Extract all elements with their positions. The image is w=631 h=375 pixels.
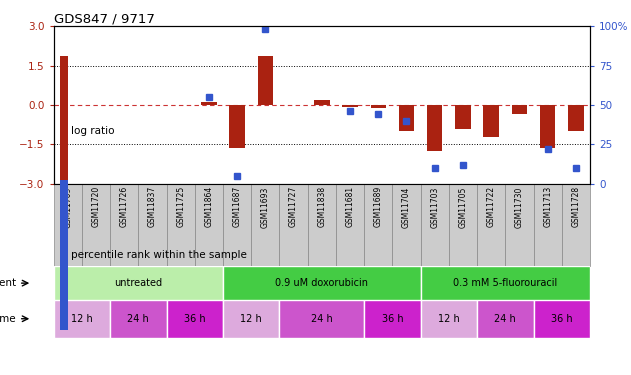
Text: GSM11726: GSM11726: [120, 186, 129, 228]
Bar: [308, 184, 336, 266]
Bar: [195, 184, 223, 266]
Text: GDS847 / 9717: GDS847 / 9717: [54, 12, 155, 25]
Bar: [54, 266, 223, 300]
Bar: [223, 266, 421, 300]
Bar: [54, 184, 82, 266]
Text: percentile rank within the sample: percentile rank within the sample: [71, 250, 247, 260]
Bar: [534, 184, 562, 266]
Text: 36 h: 36 h: [551, 314, 572, 324]
Text: GSM11689: GSM11689: [374, 186, 383, 228]
Text: GSM11681: GSM11681: [346, 186, 355, 227]
Bar: [223, 184, 251, 266]
Bar: [223, 300, 280, 338]
Text: GSM11725: GSM11725: [176, 186, 185, 228]
Text: 0.3 mM 5-fluorouracil: 0.3 mM 5-fluorouracil: [453, 278, 557, 288]
Text: 12 h: 12 h: [438, 314, 460, 324]
Bar: [421, 300, 477, 338]
Bar: [421, 266, 590, 300]
Bar: [336, 184, 364, 266]
Text: log ratio: log ratio: [71, 126, 115, 136]
Bar: [82, 184, 110, 266]
Bar: [257, 57, 273, 105]
Text: 12 h: 12 h: [71, 314, 93, 324]
Text: GSM11687: GSM11687: [233, 186, 242, 228]
Text: untreated: untreated: [114, 278, 162, 288]
Text: GSM11722: GSM11722: [487, 186, 496, 227]
Bar: [534, 300, 590, 338]
Text: 36 h: 36 h: [382, 314, 403, 324]
Bar: [392, 184, 421, 266]
Bar: [483, 105, 499, 136]
Bar: [477, 184, 505, 266]
Bar: [427, 105, 442, 151]
Bar: [280, 184, 308, 266]
Text: GSM11837: GSM11837: [148, 186, 157, 228]
Bar: [251, 184, 280, 266]
Text: GSM11709: GSM11709: [63, 186, 72, 228]
Text: GSM11713: GSM11713: [543, 186, 552, 228]
Text: GSM11838: GSM11838: [317, 186, 326, 227]
Bar: [512, 105, 527, 114]
Text: 0.9 uM doxorubicin: 0.9 uM doxorubicin: [275, 278, 369, 288]
Bar: [370, 105, 386, 108]
Text: 12 h: 12 h: [240, 314, 262, 324]
Text: GSM11720: GSM11720: [91, 186, 100, 228]
Text: 36 h: 36 h: [184, 314, 206, 324]
Text: 24 h: 24 h: [495, 314, 516, 324]
Bar: [54, 300, 110, 338]
Bar: [477, 300, 534, 338]
Text: GSM11864: GSM11864: [204, 186, 213, 228]
Bar: [562, 184, 590, 266]
Text: GSM11730: GSM11730: [515, 186, 524, 228]
Bar: [138, 184, 167, 266]
Bar: [167, 300, 223, 338]
Bar: [201, 102, 216, 105]
Bar: [229, 105, 245, 148]
Text: time: time: [0, 314, 16, 324]
Bar: [540, 105, 555, 148]
Bar: [314, 100, 329, 105]
Bar: [167, 184, 195, 266]
Text: GSM11693: GSM11693: [261, 186, 270, 228]
Text: GSM11705: GSM11705: [459, 186, 468, 228]
Bar: [399, 105, 415, 131]
Bar: [568, 105, 584, 131]
Bar: [280, 300, 364, 338]
Text: agent: agent: [0, 278, 16, 288]
Text: GSM11703: GSM11703: [430, 186, 439, 228]
Bar: [364, 184, 392, 266]
Text: 24 h: 24 h: [127, 314, 149, 324]
Text: 24 h: 24 h: [311, 314, 333, 324]
Bar: [110, 184, 138, 266]
Text: GSM11704: GSM11704: [402, 186, 411, 228]
Text: GSM11728: GSM11728: [572, 186, 581, 227]
Bar: [342, 105, 358, 107]
Text: GSM11727: GSM11727: [289, 186, 298, 228]
Bar: [449, 184, 477, 266]
Bar: [421, 184, 449, 266]
Bar: [505, 184, 534, 266]
Bar: [364, 300, 421, 338]
Bar: [455, 105, 471, 129]
Bar: [110, 300, 167, 338]
